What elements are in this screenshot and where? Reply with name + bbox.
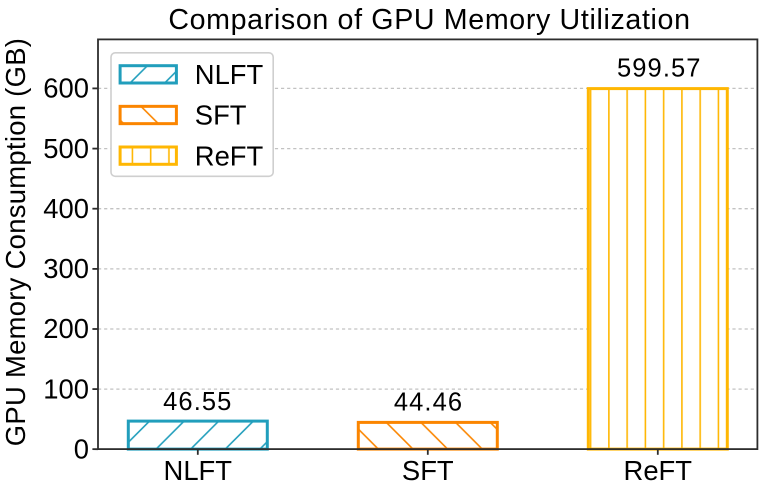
svg-text:600: 600 (43, 73, 89, 104)
svg-text:44.46: 44.46 (394, 389, 463, 417)
svg-text:46.55: 46.55 (163, 388, 232, 416)
svg-text:Comparison of GPU Memory Utili: Comparison of GPU Memory Utilization (168, 4, 690, 36)
svg-text:ReFT: ReFT (624, 455, 693, 486)
svg-text:0: 0 (74, 433, 89, 464)
svg-text:SFT: SFT (402, 455, 454, 486)
svg-text:200: 200 (43, 313, 89, 344)
svg-text:SFT: SFT (195, 100, 247, 131)
svg-text:300: 300 (43, 253, 89, 284)
svg-text:100: 100 (43, 373, 89, 404)
svg-text:ReFT: ReFT (195, 140, 264, 171)
svg-text:NLFT: NLFT (164, 455, 233, 486)
svg-text:GPU Memory Consumption (GB): GPU Memory Consumption (GB) (0, 38, 31, 446)
svg-text:599.57: 599.57 (617, 54, 702, 82)
svg-text:400: 400 (43, 193, 89, 224)
svg-text:NLFT: NLFT (195, 59, 264, 90)
svg-text:500: 500 (43, 133, 89, 164)
